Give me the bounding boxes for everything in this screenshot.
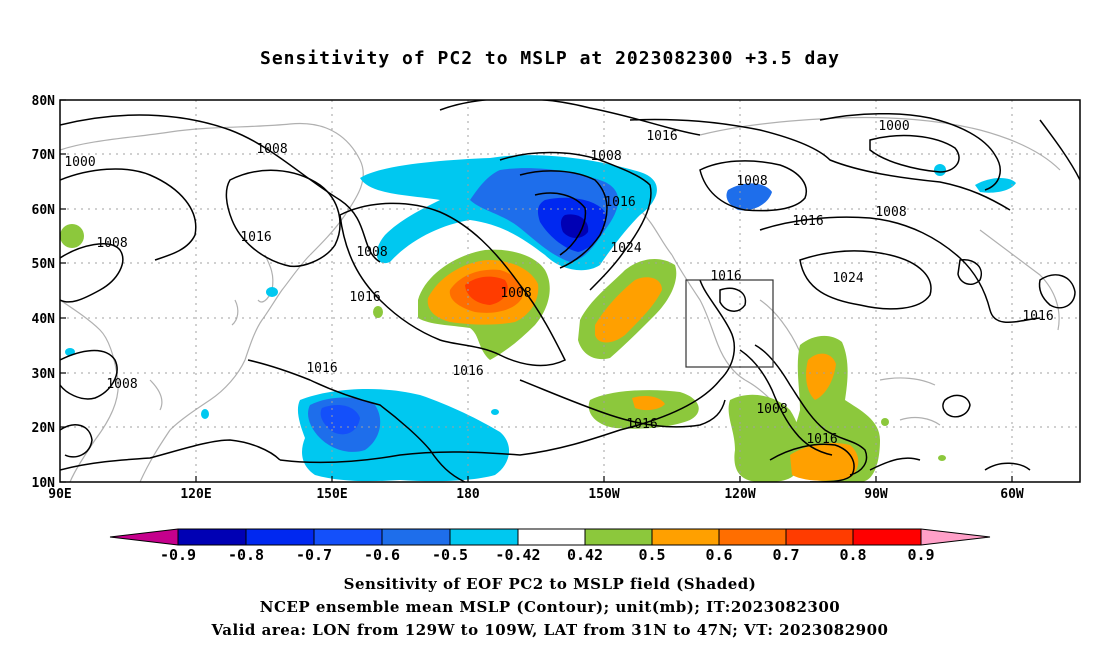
colorbar-swatch <box>585 529 652 545</box>
caption-valid-area: Valid area: LON from 129W to 109W, LAT f… <box>0 621 1100 639</box>
contour-label: 1016 <box>792 214 823 229</box>
caption-shading: Sensitivity of EOF PC2 to MSLP field (Sh… <box>0 575 1100 593</box>
contour-label: 1016 <box>240 230 271 245</box>
lat-label: 50N <box>32 257 56 272</box>
lat-label: 30N <box>32 367 56 382</box>
colorbar-swatch <box>719 529 786 545</box>
contour-label: 1008 <box>106 377 137 392</box>
negative-spot-5 <box>491 409 499 415</box>
colorbar-label: -0.42 <box>495 546 540 564</box>
contour-label: 1016 <box>1022 309 1053 324</box>
contour-label: 1016 <box>604 195 635 210</box>
colorbar-label: 0.6 <box>705 546 732 564</box>
colorbar-swatch <box>382 529 450 545</box>
lon-label: 150E <box>316 487 347 502</box>
colorbar-swatch <box>246 529 314 545</box>
colorbar-swatch <box>518 529 585 545</box>
contour-label: 1000 <box>878 119 909 134</box>
valid-area-box <box>686 280 773 367</box>
lon-label: 150W <box>588 487 619 502</box>
colorbar: -0.9 -0.8 -0.7 -0.6 -0.5 -0.42 0.42 0.5 … <box>110 529 990 564</box>
lon-label: 120E <box>180 487 211 502</box>
positive-spot-3 <box>881 418 889 426</box>
contour-label: 1008 <box>500 286 531 301</box>
colorbar-label: -0.7 <box>296 546 332 564</box>
lat-label: 20N <box>32 421 56 436</box>
contour-label: 1008 <box>96 236 127 251</box>
lat-label: 80N <box>32 94 56 109</box>
negative-spot-2 <box>266 287 278 297</box>
contour-label: 1016 <box>626 417 657 432</box>
colorbar-swatch <box>786 529 853 545</box>
lat-label: 60N <box>32 203 56 218</box>
lon-label: 90W <box>864 487 888 502</box>
lon-label: 60W <box>1000 487 1024 502</box>
colorbar-label: -0.6 <box>364 546 400 564</box>
contour-label: 1008 <box>875 205 906 220</box>
colorbar-label: 0.9 <box>907 546 934 564</box>
lat-label: 70N <box>32 148 56 163</box>
colorbar-label: 0.7 <box>772 546 799 564</box>
colorbar-label: 0.8 <box>839 546 866 564</box>
colorbar-swatch <box>178 529 246 545</box>
colorbar-swatch <box>450 529 518 545</box>
colorbar-label: -0.5 <box>432 546 468 564</box>
contour-label: 1008 <box>256 142 287 157</box>
colorbar-swatch <box>921 529 990 545</box>
sensitivity-shading <box>60 155 1016 482</box>
lon-label: 90E <box>48 487 71 502</box>
contour-label: 1016 <box>349 290 380 305</box>
latitude-labels: 80N 70N 60N 50N 40N 30N 20N 10N <box>32 94 56 491</box>
negative-region-labrador <box>975 178 1016 193</box>
mslp-contours <box>60 98 1080 482</box>
contour-label: 1008 <box>356 245 387 260</box>
lon-label: 180 <box>456 487 480 502</box>
positive-spot-4 <box>938 455 946 461</box>
contour-label: 1024 <box>832 271 863 286</box>
colorbar-label: 0.42 <box>567 546 603 564</box>
gridlines <box>60 100 1080 482</box>
contour-label: 1016 <box>806 432 837 447</box>
lon-label: 120W <box>724 487 755 502</box>
sensitivity-map: 1000 1008 1008 1016 1008 1008 1016 1016 … <box>0 0 1100 650</box>
negative-spot-4 <box>201 409 209 419</box>
contour-label: 1016 <box>306 361 337 376</box>
colorbar-swatch <box>652 529 719 545</box>
colorbar-label: -0.8 <box>228 546 264 564</box>
colorbar-label: -0.9 <box>160 546 196 564</box>
contour-label: 1008 <box>590 149 621 164</box>
positive-spot-2 <box>373 306 383 318</box>
colorbar-swatch <box>314 529 382 545</box>
contour-label: 1000 <box>64 155 95 170</box>
negative-spot-1 <box>934 164 946 176</box>
colorbar-swatch <box>110 529 178 545</box>
contour-label: 1024 <box>610 241 641 256</box>
longitude-labels: 90E 120E 150E 180 150W 120W 90W 60W <box>48 487 1024 502</box>
contour-label: 1016 <box>710 269 741 284</box>
contour-label: 1016 <box>646 129 677 144</box>
contour-label: 1008 <box>736 174 767 189</box>
colorbar-swatch <box>853 529 921 545</box>
positive-spot-1 <box>60 224 84 248</box>
colorbar-label: 0.5 <box>638 546 665 564</box>
contour-label: 1008 <box>756 402 787 417</box>
caption-contour: NCEP ensemble mean MSLP (Contour); unit(… <box>0 598 1100 616</box>
plot-frame <box>60 100 1080 482</box>
lat-label: 40N <box>32 312 56 327</box>
contour-label: 1016 <box>452 364 483 379</box>
